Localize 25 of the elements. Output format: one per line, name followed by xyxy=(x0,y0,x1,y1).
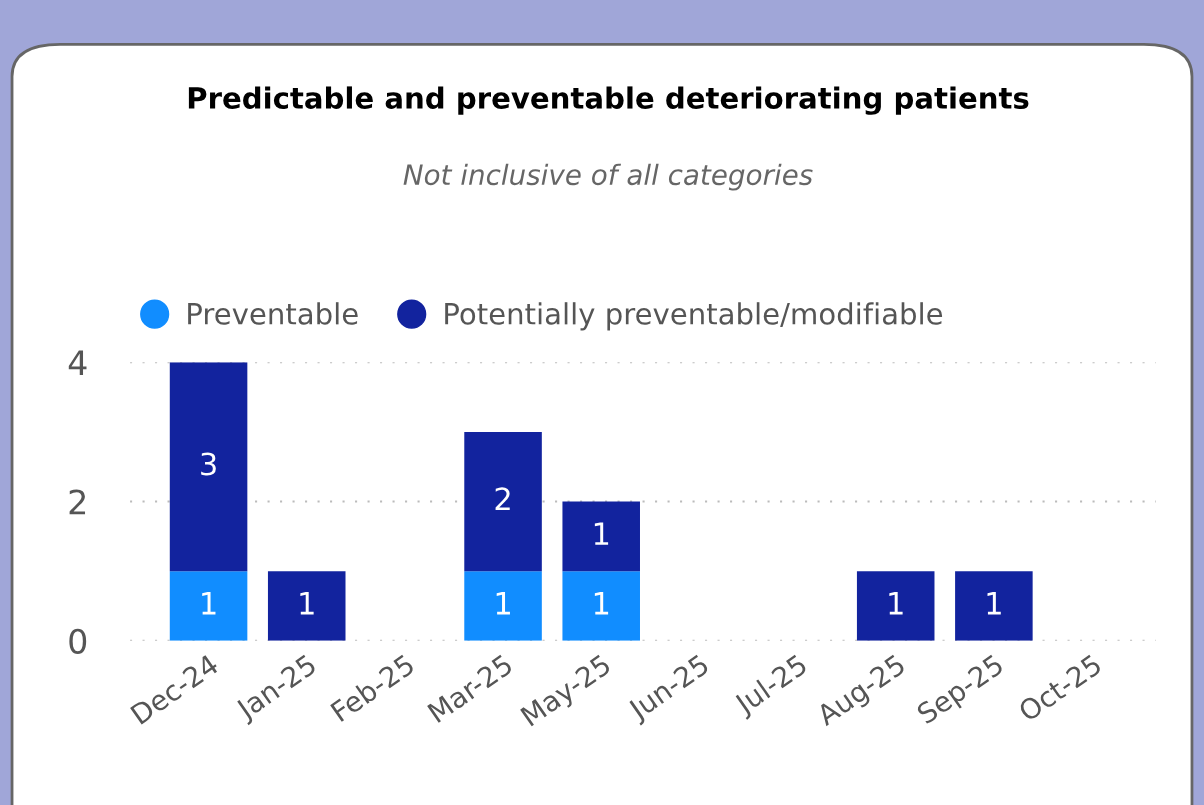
bar xyxy=(169,571,248,641)
data-label: 1 xyxy=(594,522,609,545)
data-label: 1 xyxy=(496,592,510,615)
data-label: 1 xyxy=(594,592,609,615)
bar xyxy=(562,571,640,641)
legend-label: Potentially preventable/modifiable xyxy=(445,302,943,331)
data-label: 1 xyxy=(987,592,1001,615)
data-label: 1 xyxy=(300,592,314,615)
bar xyxy=(267,571,346,641)
data-label: 2 xyxy=(495,487,510,510)
legend-label: Preventable xyxy=(188,302,358,325)
y-tick-label: 0 xyxy=(69,628,87,654)
bar xyxy=(464,571,542,641)
bar xyxy=(955,571,1033,641)
data-label: 1 xyxy=(889,592,903,615)
chart-title: Predictable and preventable deteriorating patients xyxy=(188,86,1029,115)
chart-subtitle: Not inclusive of all categories xyxy=(403,163,813,191)
data-label: 3 xyxy=(201,452,216,476)
bar xyxy=(464,431,542,572)
y-tick-label: 4 xyxy=(68,350,87,375)
y-tick-label: 2 xyxy=(69,489,86,515)
bar xyxy=(562,501,640,572)
bar xyxy=(169,362,248,572)
bar xyxy=(856,571,935,641)
data-label: 1 xyxy=(202,592,216,615)
